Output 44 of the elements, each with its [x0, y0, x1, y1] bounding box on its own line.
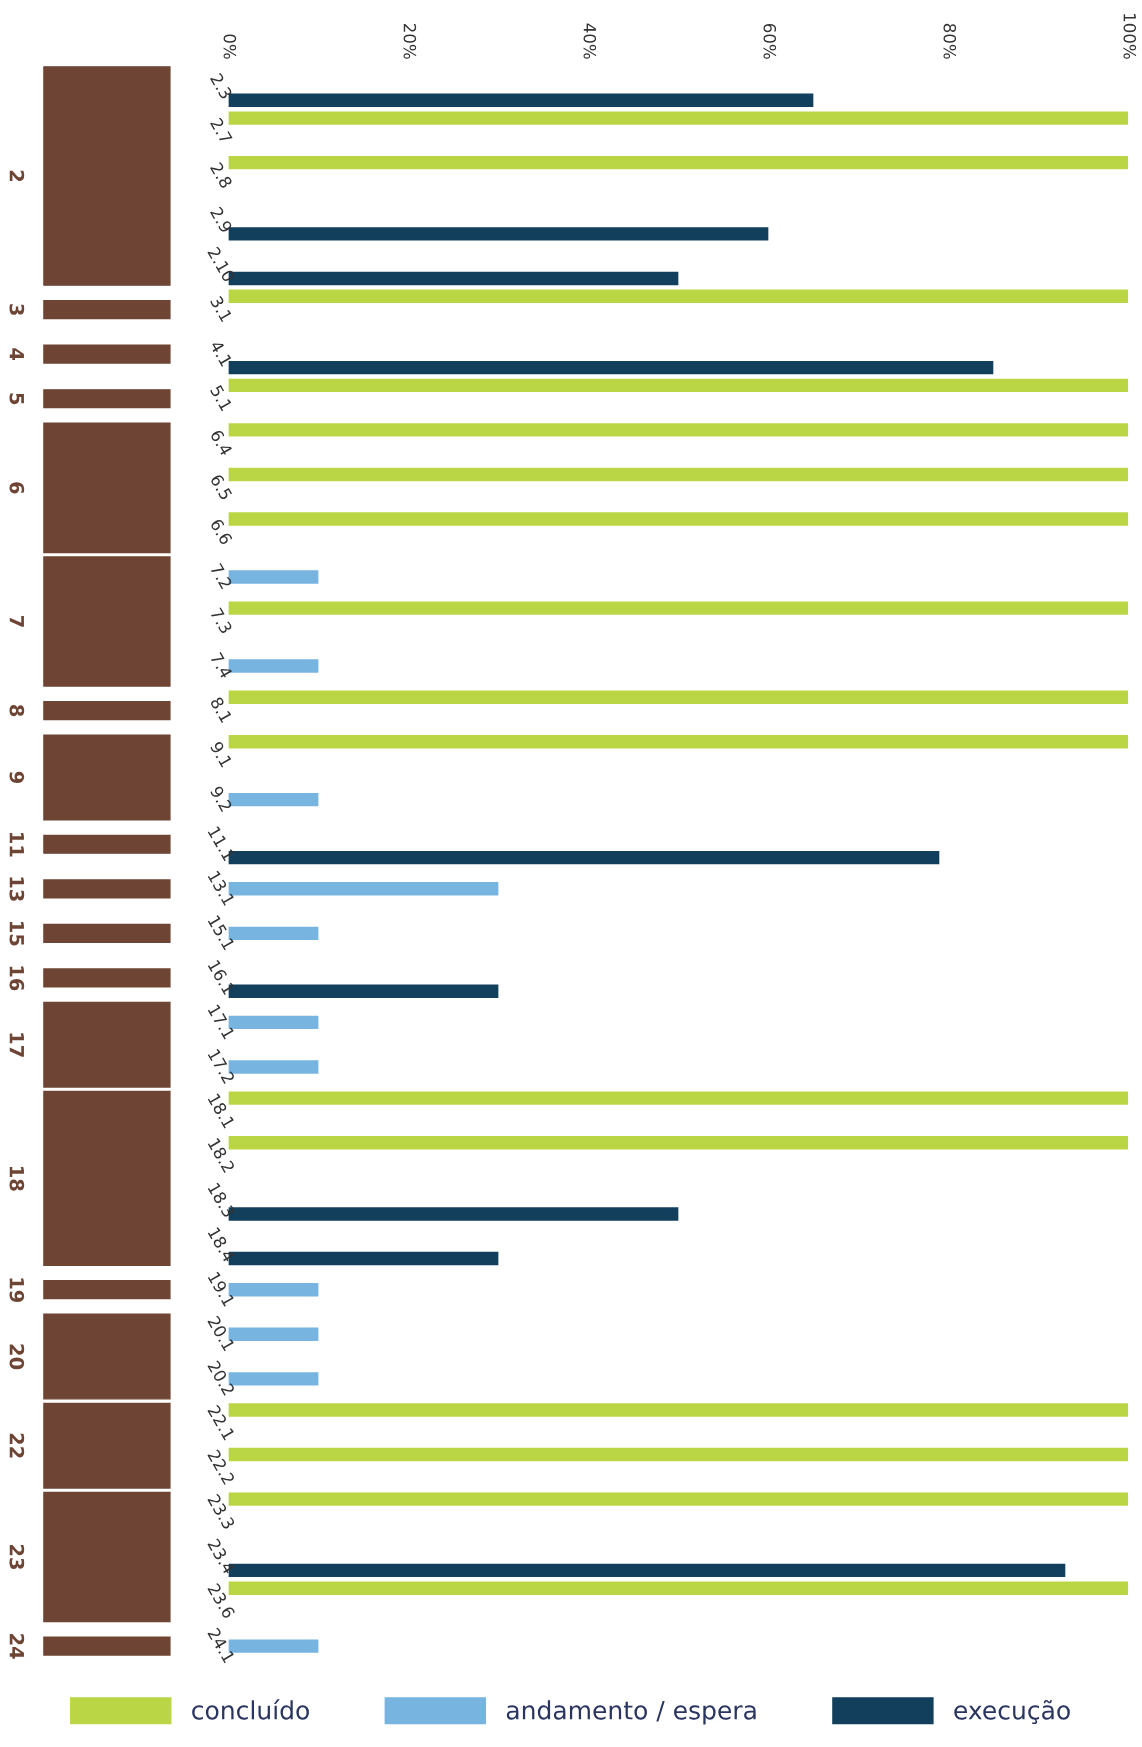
x-tick-label: 100%: [1123, 13, 1137, 59]
y-tick-label: 6.4: [209, 428, 233, 457]
y-tick-label: 2.3: [209, 72, 233, 100]
x-tick-label: 60%: [763, 23, 777, 59]
text: 16: [9, 966, 25, 991]
y-tick-label: 2.7: [210, 117, 233, 145]
x-tick-label: 0%: [223, 34, 237, 59]
text: 24: [9, 1634, 25, 1659]
text: 13: [9, 877, 25, 901]
legend-label: andamento / espera: [506, 1700, 756, 1725]
y-tick-label: 8.1: [209, 696, 233, 724]
text: 20: [9, 1344, 25, 1370]
y-tick-label: 3.1: [209, 295, 233, 323]
text: 3: [9, 304, 25, 315]
text: 9: [9, 771, 25, 783]
text: 7: [9, 616, 24, 627]
y-tick-label: 5.1: [209, 384, 233, 412]
x-tick-label: 80%: [943, 23, 957, 59]
y-tick-label: 6.6: [209, 518, 233, 546]
text: 19: [9, 1278, 25, 1303]
text: 4: [9, 348, 24, 361]
legend-label: concluído: [192, 1699, 309, 1720]
text: 18: [9, 1167, 25, 1191]
y-tick-label: 7.3: [209, 607, 233, 635]
text: 23: [9, 1545, 25, 1569]
text: 11: [9, 832, 24, 857]
y-tick-label: 2.9: [209, 206, 233, 234]
y-tick-label: 4.1: [209, 339, 233, 367]
y-tick-label: 9.1: [209, 740, 233, 768]
text: 5: [9, 393, 24, 405]
y-tick-label: 7.2: [210, 562, 233, 590]
text: 17: [9, 1033, 24, 1057]
x-tick-label: 20%: [403, 23, 417, 59]
text: 6: [9, 482, 25, 494]
text: 15: [9, 922, 24, 946]
legend-label: execução: [954, 1699, 1070, 1725]
x-tick-label: 40%: [583, 23, 597, 59]
y-tick-label: 9.2: [209, 785, 233, 813]
text: 8: [9, 705, 25, 717]
text: 22: [9, 1433, 25, 1458]
text: 2: [9, 170, 25, 182]
y-tick-label: 6.5: [209, 473, 233, 501]
y-tick-label: 2.8: [209, 161, 233, 189]
y-tick-label: 7.4: [210, 651, 233, 680]
